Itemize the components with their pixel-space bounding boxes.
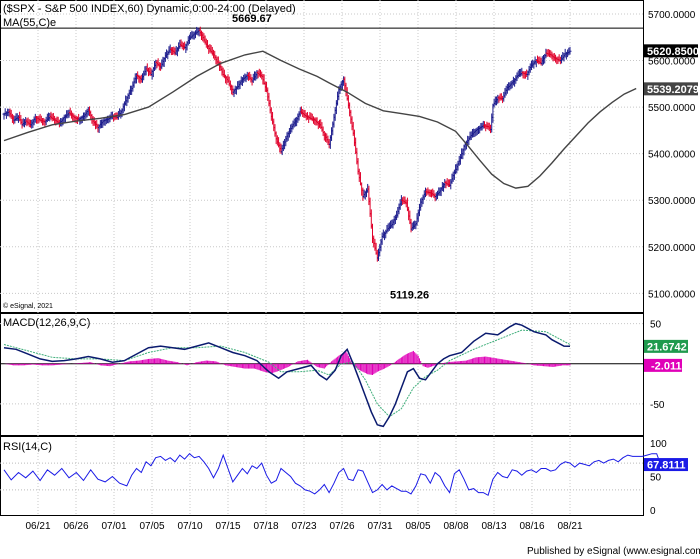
time-grid xyxy=(37,0,571,516)
macd-signal-line xyxy=(3,329,571,418)
svg-text:5620.8500: 5620.8500 xyxy=(647,46,699,58)
rsi-panel-frame xyxy=(0,436,644,516)
price-tick-label: 5200.0000 xyxy=(648,243,696,254)
low-annotation: 5119.26 xyxy=(390,289,429,301)
x-tick-label: 07/01 xyxy=(101,521,126,532)
x-tick-label: 08/05 xyxy=(405,521,430,532)
macd-value-box: 21.6742 xyxy=(644,339,688,353)
x-tick-label: 07/15 xyxy=(215,521,240,532)
rsi-axis: 100 50 0 xyxy=(650,439,667,517)
high-annotation: 5669.67 xyxy=(232,13,272,25)
price-panel-frame xyxy=(0,0,644,313)
price-tick-label: 5500.0000 xyxy=(648,103,696,114)
x-tick-label: 08/08 xyxy=(443,521,468,532)
x-tick-label: 08/21 xyxy=(557,521,582,532)
x-tick-label: 07/10 xyxy=(177,521,202,532)
rsi-line xyxy=(3,453,686,497)
x-tick-label: 07/05 xyxy=(139,521,164,532)
price-tick-label: 5700.0000 xyxy=(648,10,696,21)
hist-value-box: -2.011 xyxy=(644,358,682,372)
svg-text:67.8111: 67.8111 xyxy=(647,460,686,472)
rsi-grid xyxy=(0,462,643,491)
rsi-tick-label: 100 xyxy=(650,439,667,450)
time-axis: 06/21 06/26 07/01 07/05 07/10 07/15 07/18 07/23… xyxy=(25,521,582,532)
ma-legend-label: MA(55,C)e xyxy=(3,17,56,29)
macd-histogram xyxy=(4,350,571,375)
x-tick-label: 07/31 xyxy=(367,521,392,532)
rsi-tick-label: 0 xyxy=(650,506,656,517)
x-tick-label: 07/26 xyxy=(329,521,354,532)
svg-text:5539.2079: 5539.2079 xyxy=(647,84,699,96)
macd-grid xyxy=(0,323,643,405)
x-tick-label: 07/18 xyxy=(253,521,278,532)
x-tick-label: 06/21 xyxy=(25,521,50,532)
macd-panel-frame xyxy=(0,313,644,436)
macd-tick-label: -50 xyxy=(650,400,665,411)
price-tick-label: 5300.0000 xyxy=(648,196,696,207)
price-tick-label: 5400.0000 xyxy=(648,150,696,161)
ma-value-box: 5539.2079 xyxy=(644,82,699,96)
price-tick-label: 5600.0000 xyxy=(648,57,696,68)
price-tick-label: 5100.0000 xyxy=(648,289,696,300)
macd-tick-label: 50 xyxy=(650,320,662,331)
macd-axis: 50 -50 xyxy=(650,320,665,411)
price-grid xyxy=(0,13,643,294)
price-bar xyxy=(568,46,572,55)
svg-text:-2.011: -2.011 xyxy=(651,360,682,372)
footer-credit: Published by eSignal (www.esignal.com) xyxy=(527,546,700,557)
chart-title: ($SPX - S&P 500 INDEX,60) Dynamic,0:00-2… xyxy=(3,3,296,15)
macd-panel-label: MACD(12,26,9,C) xyxy=(3,317,90,329)
rsi-value-box: 67.8111 xyxy=(644,458,688,472)
x-tick-label: 08/16 xyxy=(519,521,544,532)
macd-line xyxy=(3,322,571,428)
price-axis: 5100.0000 5200.0000 5300.0000 5400.0000 5500… xyxy=(648,10,696,300)
last-price-box: 5620.8500 xyxy=(644,44,699,58)
ma55-line xyxy=(3,50,637,189)
watermark: © eSignal, 2021 xyxy=(3,302,53,310)
svg-text:21.6742: 21.6742 xyxy=(647,341,687,353)
rsi-tick-label: 50 xyxy=(650,473,662,484)
x-tick-label: 06/26 xyxy=(63,521,88,532)
x-tick-label: 07/23 xyxy=(291,521,316,532)
rsi-panel-label: RSI(14,C) xyxy=(3,441,52,453)
x-tick-label: 08/13 xyxy=(481,521,506,532)
